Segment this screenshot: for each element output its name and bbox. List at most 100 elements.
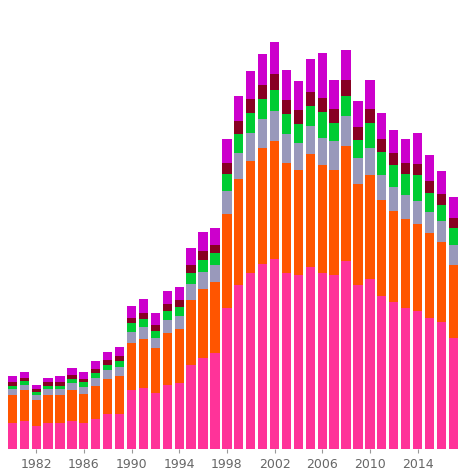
Bar: [329, 80, 339, 109]
Bar: [91, 377, 100, 386]
Bar: [329, 170, 339, 275]
Bar: [186, 273, 196, 283]
Bar: [318, 98, 327, 112]
Bar: [258, 264, 267, 449]
Bar: [222, 191, 231, 214]
Bar: [210, 283, 219, 353]
Bar: [186, 365, 196, 449]
Bar: [270, 74, 279, 90]
Bar: [246, 161, 255, 273]
Bar: [8, 382, 17, 386]
Bar: [282, 273, 291, 449]
Bar: [67, 383, 77, 391]
Bar: [44, 382, 53, 386]
Bar: [103, 365, 112, 371]
Bar: [365, 109, 374, 123]
Bar: [55, 386, 64, 389]
Bar: [270, 90, 279, 111]
Bar: [151, 330, 160, 337]
Bar: [437, 205, 446, 221]
Bar: [127, 306, 136, 318]
Bar: [31, 392, 41, 395]
Bar: [449, 228, 458, 245]
Bar: [401, 308, 410, 449]
Bar: [401, 174, 410, 195]
Bar: [413, 310, 422, 449]
Bar: [210, 253, 219, 265]
Bar: [222, 308, 231, 449]
Bar: [222, 174, 231, 191]
Bar: [8, 386, 17, 389]
Bar: [163, 320, 172, 333]
Bar: [67, 368, 77, 375]
Bar: [67, 391, 77, 421]
Bar: [103, 379, 112, 414]
Bar: [8, 376, 17, 382]
Bar: [103, 414, 112, 449]
Bar: [341, 50, 351, 80]
Bar: [163, 333, 172, 384]
Bar: [329, 141, 339, 170]
Bar: [341, 261, 351, 449]
Bar: [55, 423, 64, 449]
Bar: [282, 100, 291, 114]
Bar: [449, 245, 458, 265]
Bar: [186, 265, 196, 273]
Bar: [139, 327, 148, 339]
Bar: [19, 421, 29, 449]
Bar: [115, 367, 124, 376]
Bar: [199, 290, 208, 357]
Bar: [115, 356, 124, 361]
Bar: [377, 152, 386, 175]
Bar: [199, 260, 208, 272]
Bar: [306, 267, 315, 449]
Bar: [91, 369, 100, 373]
Bar: [294, 82, 303, 109]
Bar: [115, 376, 124, 414]
Bar: [91, 361, 100, 369]
Bar: [282, 70, 291, 100]
Bar: [199, 232, 208, 251]
Bar: [234, 285, 244, 449]
Bar: [258, 85, 267, 99]
Bar: [425, 233, 434, 318]
Bar: [246, 71, 255, 99]
Bar: [199, 251, 208, 260]
Bar: [270, 42, 279, 74]
Bar: [413, 201, 422, 224]
Bar: [437, 322, 446, 449]
Bar: [174, 300, 184, 307]
Bar: [306, 59, 315, 92]
Bar: [413, 175, 422, 201]
Bar: [91, 373, 100, 377]
Bar: [306, 126, 315, 155]
Bar: [341, 116, 351, 146]
Bar: [19, 391, 29, 421]
Bar: [44, 389, 53, 395]
Bar: [31, 400, 41, 426]
Bar: [329, 109, 339, 123]
Bar: [365, 175, 374, 279]
Bar: [91, 419, 100, 449]
Bar: [449, 265, 458, 337]
Bar: [401, 139, 410, 163]
Bar: [79, 382, 89, 387]
Bar: [163, 291, 172, 303]
Bar: [413, 133, 422, 164]
Bar: [413, 224, 422, 310]
Bar: [55, 382, 64, 386]
Bar: [127, 391, 136, 449]
Bar: [31, 426, 41, 449]
Bar: [401, 163, 410, 174]
Bar: [186, 283, 196, 300]
Bar: [246, 113, 255, 133]
Bar: [44, 386, 53, 389]
Bar: [353, 128, 363, 140]
Bar: [353, 101, 363, 128]
Bar: [151, 325, 160, 330]
Bar: [151, 348, 160, 393]
Bar: [163, 310, 172, 320]
Bar: [174, 307, 184, 317]
Bar: [139, 319, 148, 327]
Bar: [437, 171, 446, 194]
